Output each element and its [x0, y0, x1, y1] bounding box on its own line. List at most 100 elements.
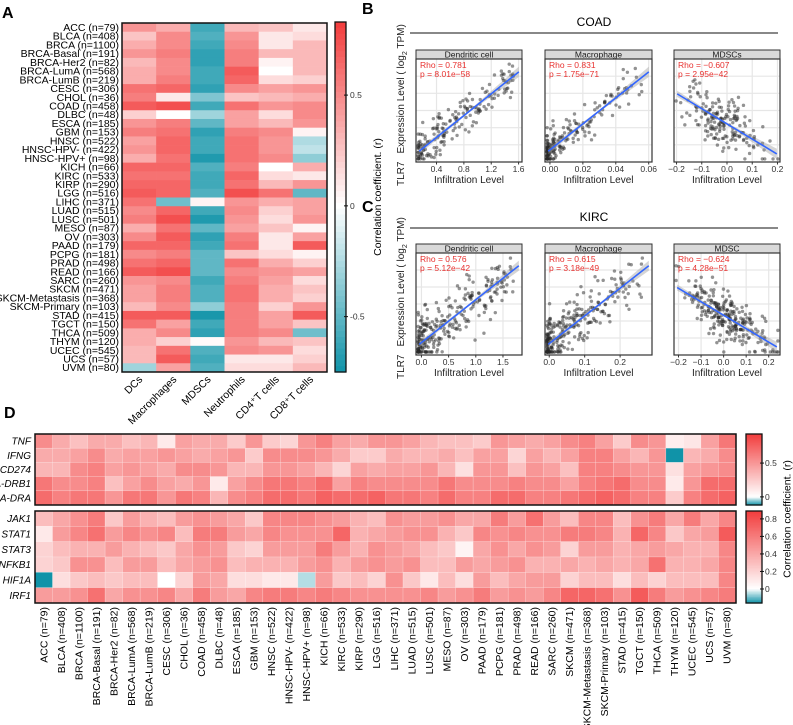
data-point: [430, 320, 435, 324]
heatmap-cell: [292, 31, 328, 41]
colorbar-segment: [335, 127, 346, 134]
colorbar-segment: [746, 469, 762, 472]
data-point: [732, 339, 737, 343]
heatmap-cell: [525, 447, 544, 463]
data-point: [699, 275, 703, 280]
column-label: UVM (n=80): [722, 607, 734, 664]
heatmap-cell: [437, 587, 456, 604]
heatmap-cell: [190, 310, 225, 320]
heatmap-cell: [490, 476, 509, 492]
heatmap-cell: [258, 110, 294, 120]
heatmap-cell: [122, 241, 157, 251]
data-point: [583, 130, 587, 134]
heatmap-cell: [174, 587, 193, 604]
row-label: PAAD (n=179): [52, 240, 119, 252]
data-point: [726, 289, 730, 293]
heatmap-cell: [542, 587, 561, 604]
heatmap-cell: [139, 490, 158, 506]
row-label: BRCA-Basal (n=191): [21, 48, 119, 60]
heatmap-cell: [104, 541, 123, 558]
data-point: [566, 312, 571, 316]
colorbar-segment: [746, 483, 762, 486]
heatmap-cell: [190, 223, 225, 233]
data-point: [499, 69, 504, 73]
y-axis-subscript: 2: [402, 51, 409, 55]
row-label: BLCA (n=408): [53, 31, 119, 43]
heatmap-cell: [122, 249, 157, 259]
heatmap-cell: [52, 510, 71, 527]
heatmap-cell: [595, 526, 614, 542]
data-point: [745, 140, 749, 145]
heatmap-cell: [292, 23, 328, 33]
heatmap-cell: [192, 476, 211, 492]
data-point: [640, 89, 644, 94]
colorbar-segment: [335, 354, 346, 361]
heatmap-cell: [648, 462, 667, 477]
colorbar-segment: [746, 447, 762, 449]
data-point: [709, 288, 713, 292]
heatmap-cell: [437, 526, 456, 542]
heatmap-cell: [122, 66, 157, 76]
heatmap-cell: [52, 462, 71, 477]
data-point: [422, 157, 426, 161]
heatmap-cell: [192, 587, 211, 604]
heatmap-cell: [507, 556, 526, 573]
heatmap-cell: [210, 572, 229, 588]
heatmap-cell: [297, 490, 316, 506]
colorbar-segment: [746, 530, 762, 534]
data-point: [696, 92, 700, 96]
data-point: [548, 350, 552, 354]
heatmap-cell: [292, 328, 328, 338]
data-point: [606, 313, 610, 318]
heatmap-cell: [560, 541, 579, 558]
heatmap-cell: [437, 447, 456, 463]
data-point: [759, 339, 763, 344]
heatmap-cell: [34, 476, 53, 492]
colorbar-segment: [335, 150, 346, 157]
data-point: [455, 310, 459, 314]
data-point: [699, 295, 704, 300]
data-point: [726, 107, 730, 112]
data-point: [482, 331, 486, 335]
data-point: [683, 123, 687, 127]
data-point: [674, 264, 678, 268]
panel-border: [415, 58, 523, 163]
data-point: [495, 287, 499, 291]
data-point: [687, 85, 692, 89]
heatmap-cell: [224, 276, 259, 286]
data-point: [718, 120, 723, 125]
confidence-band: [548, 260, 649, 348]
colorbar-segment: [335, 45, 346, 52]
heatmap-cell: [665, 462, 684, 477]
heatmap-cell: [190, 49, 225, 59]
heatmap-cell: [190, 75, 225, 85]
heatmap-cell: [190, 136, 225, 146]
data-point: [706, 121, 710, 125]
heatmap-cell: [292, 302, 328, 312]
y-axis-label: TLR7Expression Level ( log2 TPM): [396, 24, 409, 186]
heatmap-cell: [122, 328, 157, 338]
heatmap-cell: [332, 462, 351, 477]
heatmap-cell: [560, 447, 579, 463]
heatmap-cell: [34, 572, 53, 588]
heatmap-cell: [507, 433, 526, 449]
data-point: [440, 314, 444, 318]
colorbar-segment: [746, 491, 762, 494]
heatmap-cell: [455, 556, 474, 573]
heatmap-cell: [190, 162, 225, 172]
heatmap-cell: [490, 526, 509, 542]
heatmap-cell: [718, 476, 737, 492]
heatmap-cell: [52, 541, 71, 558]
heatmap-cell: [613, 556, 632, 573]
data-point: [616, 295, 620, 299]
data-point: [694, 118, 698, 123]
data-point: [721, 149, 725, 153]
colorbar-tick-label: 0: [765, 492, 770, 502]
heatmap-cell: [156, 241, 191, 251]
colorbar-segment: [746, 455, 762, 458]
heatmap-cell: [224, 363, 259, 373]
data-point: [742, 121, 747, 125]
heatmap-cell: [683, 510, 702, 527]
data-point: [480, 86, 485, 91]
